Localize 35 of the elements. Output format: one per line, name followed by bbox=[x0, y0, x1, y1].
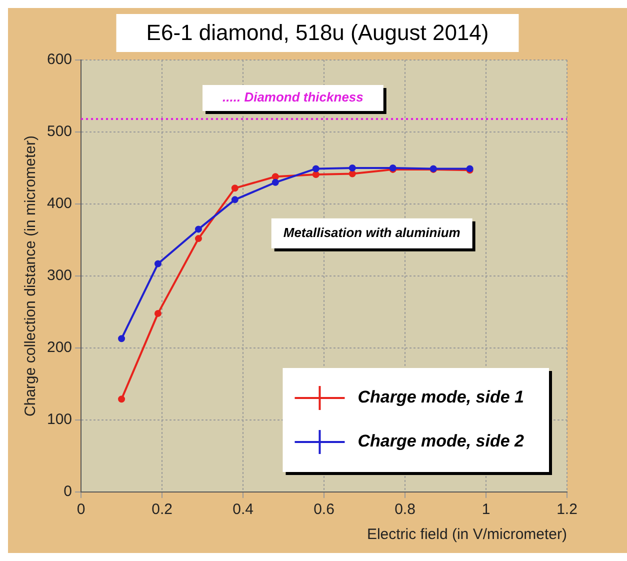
x-tick-label: 1.2 bbox=[556, 501, 578, 518]
point bbox=[194, 226, 202, 233]
point bbox=[118, 335, 126, 342]
point bbox=[118, 396, 126, 403]
point bbox=[231, 184, 238, 192]
chart-title: E6-1 diamond, 518u (August 2014) bbox=[146, 20, 489, 46]
y-tick-label: 500 bbox=[46, 123, 72, 140]
point bbox=[272, 173, 279, 180]
y-tick-label: 100 bbox=[46, 411, 72, 428]
x-tick-label: 0.6 bbox=[314, 501, 334, 518]
ref-line-label: ..... Diamond thickness bbox=[222, 90, 364, 105]
point bbox=[348, 170, 356, 178]
point bbox=[348, 164, 356, 172]
x-axis-title: Electric field (in V/micrometer) bbox=[366, 526, 567, 544]
annotation: Metallisation with aluminium bbox=[283, 224, 461, 240]
point bbox=[272, 178, 279, 186]
y-tick-label: 600 bbox=[46, 51, 72, 68]
legend-label: Charge mode, side 1 bbox=[358, 388, 524, 407]
x-tick-label: 0 bbox=[76, 501, 86, 518]
y-tick-label: 0 bbox=[64, 483, 72, 500]
x-tick-label: 0.4 bbox=[232, 501, 254, 518]
x-tick-label: 0.2 bbox=[152, 501, 172, 518]
y-axis-title: Charge collection distance (in micrometer) bbox=[22, 136, 40, 416]
x-tick-label: 0.8 bbox=[394, 501, 416, 518]
point bbox=[312, 165, 320, 172]
y-tick-label: 200 bbox=[46, 339, 72, 356]
x-tick-label: 1 bbox=[482, 501, 490, 518]
y-tick-label: 400 bbox=[46, 195, 72, 212]
point bbox=[154, 260, 162, 268]
point bbox=[154, 310, 162, 317]
point bbox=[312, 170, 320, 178]
y-tick-label: 300 bbox=[46, 267, 72, 284]
legend-label: Charge mode, side 2 bbox=[358, 432, 525, 451]
point bbox=[194, 235, 202, 242]
point bbox=[231, 196, 238, 204]
